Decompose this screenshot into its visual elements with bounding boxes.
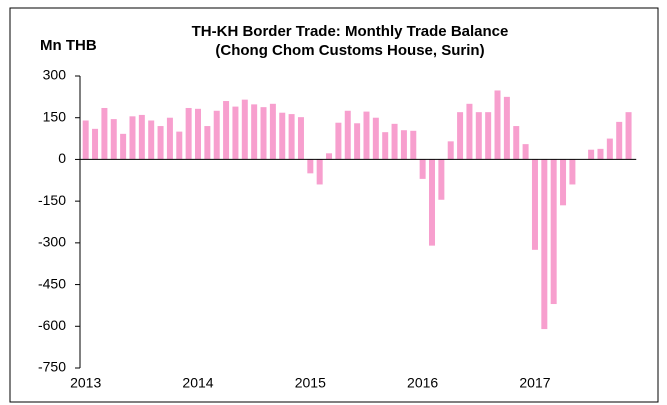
bar bbox=[494, 90, 501, 160]
bar bbox=[110, 119, 117, 160]
bar bbox=[447, 141, 454, 160]
chart-subtitle: (Chong Chom Customs House, Surin) bbox=[215, 42, 484, 59]
y-tick-label: -300 bbox=[38, 234, 66, 250]
bar bbox=[625, 112, 632, 160]
chart-frame bbox=[9, 7, 659, 403]
x-tick-label: 2013 bbox=[70, 375, 101, 391]
bar bbox=[569, 159, 576, 185]
bar bbox=[120, 133, 127, 160]
bar bbox=[466, 103, 473, 160]
y-tick-label: -150 bbox=[38, 192, 66, 208]
x-tick-label: 2014 bbox=[182, 375, 213, 391]
bar bbox=[260, 107, 267, 160]
bar bbox=[382, 132, 389, 160]
bar bbox=[335, 122, 342, 160]
bar bbox=[316, 159, 323, 185]
bar bbox=[213, 110, 220, 160]
x-tick-label: 2017 bbox=[519, 375, 550, 391]
bar bbox=[400, 130, 407, 160]
bar bbox=[560, 159, 567, 206]
y-tick-label: -450 bbox=[38, 275, 66, 291]
x-tick-label: 2016 bbox=[407, 375, 438, 391]
y-tick-label: -600 bbox=[38, 317, 66, 333]
y-tick-label: 300 bbox=[43, 67, 67, 83]
bar bbox=[307, 159, 314, 174]
bar bbox=[288, 114, 295, 160]
bar bbox=[550, 159, 557, 305]
bar bbox=[372, 117, 379, 160]
bar bbox=[279, 112, 286, 160]
chart-title: TH-KH Border Trade: Monthly Trade Balanc… bbox=[192, 23, 509, 40]
bar bbox=[176, 131, 183, 160]
bar bbox=[438, 159, 445, 200]
bar bbox=[223, 101, 230, 160]
bar bbox=[297, 117, 304, 160]
bar bbox=[597, 148, 604, 160]
bar bbox=[354, 123, 361, 160]
bar bbox=[410, 130, 417, 160]
bar bbox=[429, 159, 435, 246]
bar bbox=[485, 112, 492, 160]
bar bbox=[475, 112, 482, 160]
bar bbox=[513, 126, 520, 160]
y-tick-label: 150 bbox=[43, 108, 67, 124]
bar bbox=[138, 114, 145, 160]
bar bbox=[157, 126, 164, 160]
bar bbox=[129, 116, 136, 160]
bar bbox=[148, 120, 155, 160]
y-axis-label: Mn THB bbox=[40, 37, 97, 54]
bar bbox=[92, 128, 99, 160]
bar bbox=[185, 107, 192, 160]
bar bbox=[195, 108, 201, 160]
bar bbox=[82, 120, 89, 160]
bar bbox=[541, 159, 548, 330]
bar bbox=[606, 138, 613, 160]
bar bbox=[326, 153, 333, 160]
y-tick-label: 0 bbox=[58, 150, 66, 166]
bar bbox=[166, 117, 173, 160]
bar bbox=[241, 99, 248, 160]
bar bbox=[588, 149, 595, 160]
bar bbox=[204, 126, 211, 160]
bar bbox=[363, 111, 370, 160]
bar bbox=[616, 121, 623, 160]
bar bbox=[391, 123, 398, 160]
y-tick-label: -750 bbox=[38, 359, 66, 375]
bar bbox=[232, 106, 239, 160]
bar bbox=[503, 96, 510, 160]
bar bbox=[344, 110, 351, 160]
bar bbox=[531, 159, 538, 250]
bar bbox=[251, 104, 258, 160]
bar bbox=[457, 112, 464, 160]
bar bbox=[101, 107, 108, 160]
bar bbox=[269, 103, 276, 160]
x-tick-label: 2015 bbox=[295, 375, 326, 391]
bar bbox=[419, 159, 426, 179]
bar bbox=[522, 144, 529, 160]
